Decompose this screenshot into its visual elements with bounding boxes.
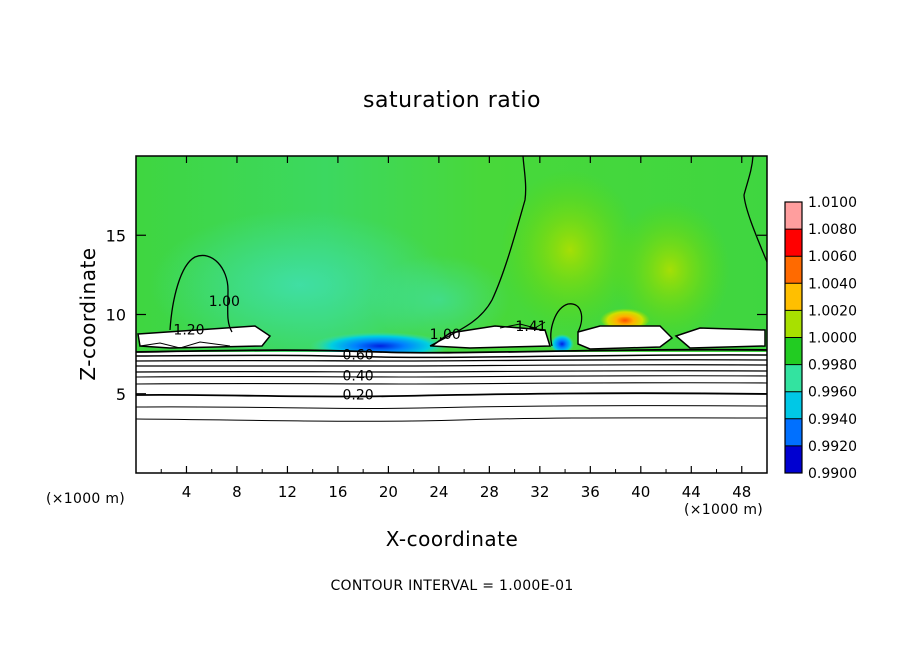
contour-line xyxy=(743,155,768,263)
x-axis-label: X-coordinate xyxy=(385,527,519,551)
orange-maximum xyxy=(600,306,650,330)
colorbar-tick-label: 0.9980 xyxy=(808,358,857,374)
contour-interval-note: CONTOUR INTERVAL = 1.000E-01 xyxy=(330,578,574,594)
y-tick-label: 15 xyxy=(106,226,126,245)
colorbar-swatch xyxy=(785,391,802,420)
x-tick-label: 16 xyxy=(328,483,347,501)
colorbar-swatch xyxy=(785,364,802,393)
yellow-region xyxy=(500,170,640,330)
contour-line xyxy=(429,155,527,347)
colorbar-tick-label: 1.0040 xyxy=(808,276,857,292)
x-tick-label: 4 xyxy=(182,483,192,501)
y-tick-label: 5 xyxy=(116,385,126,404)
yellow-region xyxy=(610,200,730,340)
white-pocket xyxy=(429,325,552,349)
colorbar-tick-label: 1.0000 xyxy=(808,331,857,347)
white-pocket xyxy=(577,325,674,350)
colorbar-swatch xyxy=(785,337,802,366)
colorbar-swatch xyxy=(785,283,802,311)
blue-minimum xyxy=(550,334,574,354)
colorbar-swatch xyxy=(785,310,802,338)
contour-line xyxy=(135,375,768,378)
colorbar-tick-label: 1.0080 xyxy=(808,222,857,238)
x-tick-label: 8 xyxy=(232,483,242,501)
colorbar-tick-label: 1.0060 xyxy=(808,249,857,265)
x-tick-label: 40 xyxy=(631,483,650,501)
x-tick-label: 48 xyxy=(732,483,751,501)
contour-label: 0.40 xyxy=(343,368,374,384)
colorbar-swatch xyxy=(785,445,802,474)
contour-line xyxy=(139,341,231,349)
x-tick-label: 20 xyxy=(379,483,398,501)
x-tick-label: 28 xyxy=(480,483,499,501)
plot-area: 1.00 1.20 1.00 1.41 0.60 0.40 0.20 xyxy=(135,155,768,474)
x-unit-label-right: (×1000 m) xyxy=(684,502,764,518)
x-tick-label: 24 xyxy=(429,483,448,501)
chart-title: saturation ratio xyxy=(363,88,541,113)
contour-label: 1.41 xyxy=(515,319,546,335)
contour-line xyxy=(135,382,768,385)
x-tick-label: 36 xyxy=(581,483,600,501)
contour-line xyxy=(136,364,768,367)
colorbar-tick-label: 0.9960 xyxy=(808,385,857,401)
colorbar-tick-label: 0.9900 xyxy=(808,466,857,482)
x-unit-label-left: (×1000 m) xyxy=(46,491,126,507)
colorbar-swatch xyxy=(785,418,802,447)
y-axis-label: Z-coordinate xyxy=(76,247,100,381)
cyan-region xyxy=(370,255,510,345)
contour-label: 1.00 xyxy=(430,327,461,343)
contour-line xyxy=(135,417,768,422)
contour-line xyxy=(169,254,233,333)
x-tick-label: 12 xyxy=(278,483,297,501)
x-tick-label: 44 xyxy=(682,483,701,501)
contour-label: 0.60 xyxy=(343,348,374,364)
x-tick-label: 32 xyxy=(530,483,549,501)
contour-label: 1.00 xyxy=(209,294,240,310)
contour-label: 0.20 xyxy=(343,387,374,403)
colorbar: 1.0100 1.0080 1.0060 1.0040 1.0020 1.0000 0.99… xyxy=(784,195,857,482)
y-tick-label: 10 xyxy=(106,306,126,325)
colorbar-tick-label: 1.0020 xyxy=(808,303,857,319)
contour-line xyxy=(135,405,768,410)
contour-line xyxy=(135,354,768,359)
colorbar-swatch xyxy=(785,202,802,230)
colorbar-tick-label: 0.9920 xyxy=(808,439,857,455)
contour-line xyxy=(135,392,768,398)
colorbar-tick-label: 1.0100 xyxy=(808,195,857,211)
white-pocket xyxy=(674,327,766,349)
contour-line xyxy=(135,359,768,362)
contour-line xyxy=(135,370,768,373)
subsaturated-region xyxy=(136,352,767,473)
contour-label: 1.20 xyxy=(173,322,204,338)
contour-lines xyxy=(135,155,768,422)
contour-line xyxy=(550,303,583,347)
colorbar-tick-label: 0.9940 xyxy=(808,412,857,428)
colorbar-swatch xyxy=(785,256,802,284)
contour-line xyxy=(135,348,768,354)
colorbar-swatch xyxy=(785,229,802,257)
cyan-region xyxy=(150,210,450,360)
contour-line xyxy=(499,321,546,329)
